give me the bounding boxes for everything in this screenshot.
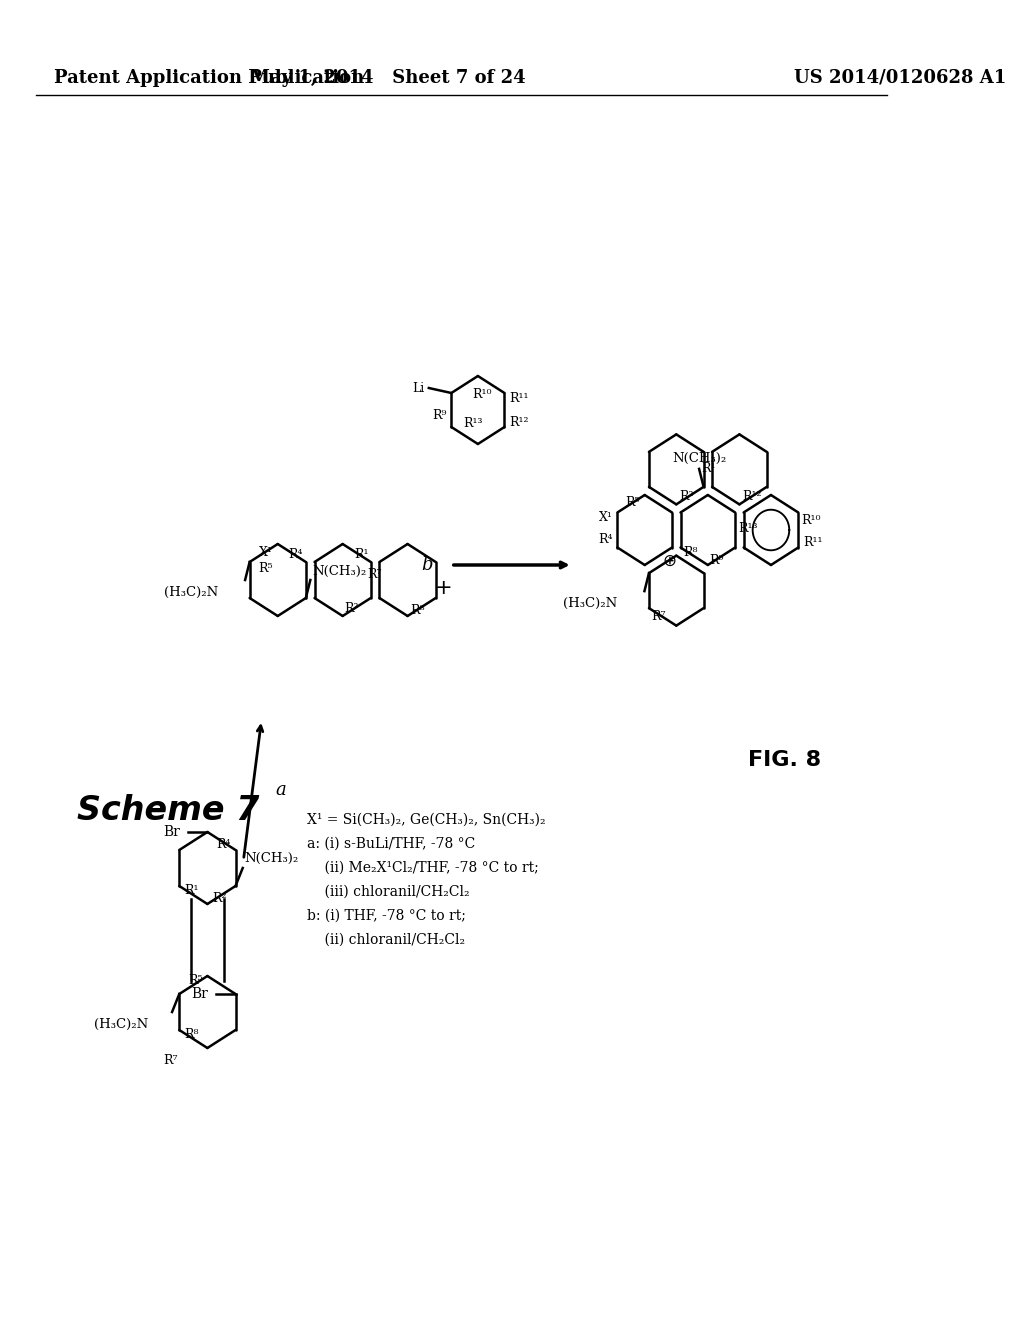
Text: N(CH₃)₂: N(CH₃)₂ xyxy=(672,453,726,466)
Text: R¹: R¹ xyxy=(183,884,199,898)
Text: (iii) chloranil/CH₂Cl₂: (iii) chloranil/CH₂Cl₂ xyxy=(306,884,469,899)
Text: Br: Br xyxy=(191,987,209,1001)
Text: R¹⁰: R¹⁰ xyxy=(473,388,493,401)
Text: R⁸: R⁸ xyxy=(183,1028,199,1041)
Text: R⁷: R⁷ xyxy=(368,568,382,581)
Text: R⁸: R⁸ xyxy=(411,605,425,618)
Text: Patent Application Publication: Patent Application Publication xyxy=(54,69,365,87)
Text: R¹⁰: R¹⁰ xyxy=(801,513,820,527)
Text: R⁷: R⁷ xyxy=(163,1053,177,1067)
Text: R¹²: R¹² xyxy=(742,490,762,503)
Text: (H₃C)₂N: (H₃C)₂N xyxy=(164,586,218,598)
Text: ⊕: ⊕ xyxy=(663,552,676,570)
Text: R⁷: R⁷ xyxy=(651,610,667,623)
Text: Li: Li xyxy=(412,381,424,395)
Text: (ii) Me₂X¹Cl₂/THF, -78 °C to rt;: (ii) Me₂X¹Cl₂/THF, -78 °C to rt; xyxy=(306,861,539,875)
Text: R¹¹: R¹¹ xyxy=(803,536,822,549)
Text: May 1, 2014   Sheet 7 of 24: May 1, 2014 Sheet 7 of 24 xyxy=(250,69,525,87)
Text: R⁸: R⁸ xyxy=(683,546,697,558)
Text: N(CH₃)₂: N(CH₃)₂ xyxy=(312,565,367,578)
Text: (H₃C)₂N: (H₃C)₂N xyxy=(563,597,617,610)
Text: R²: R² xyxy=(344,602,359,615)
Text: R¹³: R¹³ xyxy=(738,523,758,536)
Text: +: + xyxy=(434,578,453,598)
Text: X¹: X¹ xyxy=(259,545,273,558)
Text: R¹: R¹ xyxy=(700,462,716,475)
Text: R⁹: R⁹ xyxy=(710,553,724,566)
Text: R¹: R¹ xyxy=(354,548,369,561)
Text: a: a xyxy=(275,781,286,799)
Text: X¹: X¹ xyxy=(599,511,613,524)
Text: R⁴: R⁴ xyxy=(289,548,303,561)
Text: (H₃C)₂N: (H₃C)₂N xyxy=(93,1018,147,1031)
Text: Scheme 7: Scheme 7 xyxy=(77,793,259,826)
Text: US 2014/0120628 A1: US 2014/0120628 A1 xyxy=(794,69,1006,87)
Text: FIG. 8: FIG. 8 xyxy=(748,750,821,770)
Text: X¹ = Si(CH₃)₂, Ge(CH₃)₂, Sn(CH₃)₂: X¹ = Si(CH₃)₂, Ge(CH₃)₂, Sn(CH₃)₂ xyxy=(306,813,545,828)
Text: R¹³: R¹³ xyxy=(464,417,483,430)
Text: Br: Br xyxy=(164,825,180,840)
Text: R⁴: R⁴ xyxy=(216,838,231,851)
Text: b: b xyxy=(421,556,432,574)
Text: R¹¹: R¹¹ xyxy=(509,392,528,404)
Text: R⁵: R⁵ xyxy=(188,974,203,987)
Text: R⁵: R⁵ xyxy=(626,496,640,510)
Text: N(CH₃)₂: N(CH₃)₂ xyxy=(245,851,299,865)
Text: R¹²: R¹² xyxy=(509,416,528,429)
Text: R⁵: R⁵ xyxy=(259,562,273,576)
Text: a: (i) s-BuLi/THF, -78 °C: a: (i) s-BuLi/THF, -78 °C xyxy=(306,837,475,851)
Text: (ii) chloranil/CH₂Cl₂: (ii) chloranil/CH₂Cl₂ xyxy=(306,933,465,946)
Text: R²: R² xyxy=(212,892,226,906)
Text: R⁹: R⁹ xyxy=(432,409,446,422)
Text: b: (i) THF, -78 °C to rt;: b: (i) THF, -78 °C to rt; xyxy=(306,909,466,923)
Text: R²: R² xyxy=(679,490,693,503)
Text: R⁴: R⁴ xyxy=(598,533,613,546)
